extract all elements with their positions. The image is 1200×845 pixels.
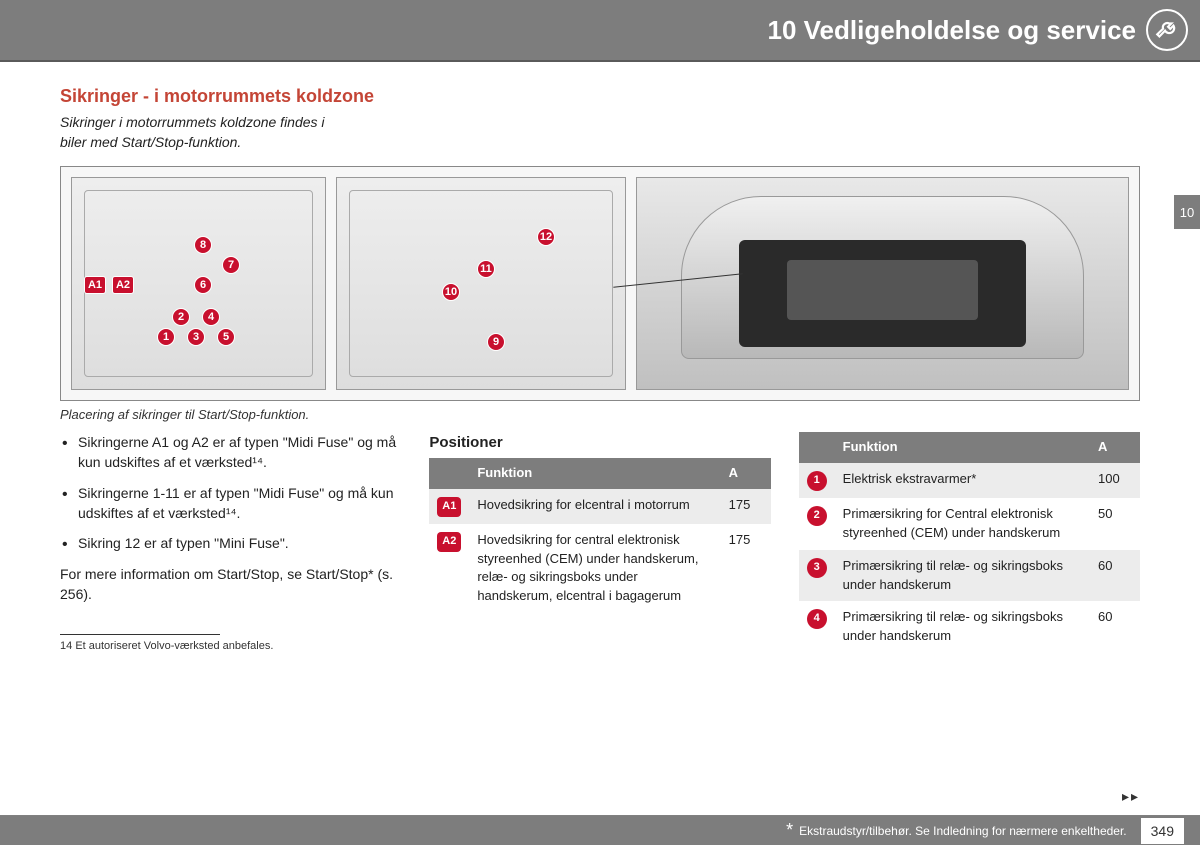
fuse-number-badge: 4	[807, 609, 827, 629]
wrench-icon	[1146, 9, 1188, 51]
fuse-amp-cell: 175	[721, 524, 771, 613]
table-header-amp: A	[721, 458, 771, 489]
column-middle: Positioner Funktion A A1 Hovedsikring for…	[429, 432, 770, 655]
fuse-amp-cell: 50	[1090, 498, 1140, 550]
engine-bay-illustration	[636, 177, 1129, 390]
fuse-amp-cell: 100	[1090, 463, 1140, 498]
page-number: 349	[1141, 818, 1184, 844]
fuse-function-cell: Primærsikring til relæ- og sikringsboks …	[835, 601, 1090, 653]
fuse-number-badge: A1	[437, 497, 461, 517]
page-header: 10 Vedligeholdelse og service	[0, 0, 1200, 60]
bullet-item: Sikring 12 er af typen "Mini Fuse".	[78, 533, 401, 553]
fuse-amp-cell: 175	[721, 489, 771, 524]
table-header-function: Funktion	[469, 458, 720, 489]
footnote-rule	[60, 634, 220, 635]
fuse-panel-2: 1211109	[336, 177, 626, 390]
fuse-function-cell: Primærsikring for Central elektronisk st…	[835, 498, 1090, 550]
fuse-panel-1: A1A287624135	[71, 177, 326, 390]
table-header-blank	[799, 432, 835, 463]
fuse-function-cell: Hovedsikring for elcentral i motorrum	[469, 489, 720, 524]
column-left: Sikringerne A1 og A2 er af typen "Midi F…	[60, 432, 401, 655]
footnote: 14 Et autoriseret Volvo-værksted anbefal…	[60, 639, 401, 655]
fuse-diagram: A1A287624135 1211109	[60, 166, 1140, 401]
table-row: A2 Hovedsikring for central elektronisk s…	[429, 524, 770, 613]
page-footer: * Ekstraudstyr/tilbehør. Se Indledning f…	[0, 815, 1200, 845]
table-row: 4 Primærsikring til relæ- og sikringsboks…	[799, 601, 1140, 653]
section-title: Sikringer - i motorrummets koldzone	[60, 86, 1140, 107]
fuse-number-badge: A2	[437, 532, 461, 552]
footer-note: Ekstraudstyr/tilbehør. Se Indledning for…	[799, 824, 1127, 838]
fuse-table-2: Funktion A 1Elektrisk ekstravarmer*1002P…	[799, 432, 1140, 653]
table-header-amp: A	[1090, 432, 1140, 463]
fuse-function-cell: Hovedsikring for central elektronisk sty…	[469, 524, 720, 613]
table-header-function: Funktion	[835, 432, 1090, 463]
fuse-marker: A1	[84, 276, 106, 294]
table-row: A1 Hovedsikring for elcentral i motorrum1…	[429, 489, 770, 524]
table-row: 1 Elektrisk ekstravarmer*100	[799, 463, 1140, 498]
page-content: Sikringer - i motorrummets koldzone Sikr…	[0, 62, 1200, 655]
fuse-amp-cell: 60	[1090, 550, 1140, 602]
fuse-amp-cell: 60	[1090, 601, 1140, 653]
positioner-heading: Positioner	[429, 432, 770, 454]
chapter-title: 10 Vedligeholdelse og service	[767, 15, 1136, 46]
section-subtitle: Sikringer i motorrummets koldzone findes…	[60, 113, 1140, 152]
bullet-item: Sikringerne A1 og A2 er af typen "Midi F…	[78, 432, 401, 473]
table-row: 3 Primærsikring til relæ- og sikringsboks…	[799, 550, 1140, 602]
fuse-table-1: Funktion A A1 Hovedsikring for elcentral …	[429, 458, 770, 613]
fuse-marker: A2	[112, 276, 134, 294]
fuse-number-badge: 3	[807, 558, 827, 578]
bullet-item: Sikringerne 1-11 er af typen "Midi Fuse"…	[78, 483, 401, 524]
fuse-number-badge: 1	[807, 471, 827, 491]
table-row: 2 Primærsikring for Central elektronisk s…	[799, 498, 1140, 550]
fuse-function-cell: Primærsikring til relæ- og sikringsboks …	[835, 550, 1090, 602]
bullet-list: Sikringerne A1 og A2 er af typen "Midi F…	[60, 432, 401, 553]
fuse-function-cell: Elektrisk ekstravarmer*	[835, 463, 1090, 498]
continue-arrows-icon: ▸▸	[1122, 788, 1140, 805]
table-header-blank	[429, 458, 469, 489]
diagram-caption: Placering af sikringer til Start/Stop-fu…	[60, 407, 1140, 422]
more-info-text: For mere information om Start/Stop, se S…	[60, 564, 401, 605]
asterisk-icon: *	[786, 820, 793, 841]
fuse-number-badge: 2	[807, 506, 827, 526]
content-columns: Sikringerne A1 og A2 er af typen "Midi F…	[60, 432, 1140, 655]
column-right: Funktion A 1Elektrisk ekstravarmer*1002P…	[799, 432, 1140, 655]
